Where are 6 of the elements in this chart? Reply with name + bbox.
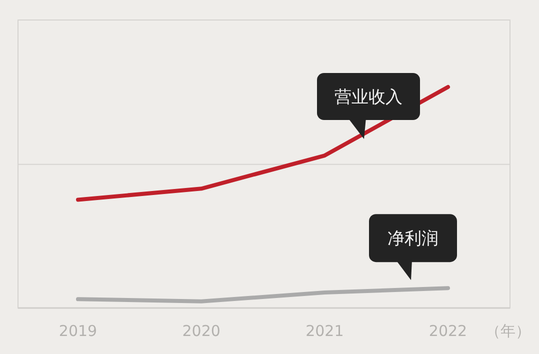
x-tick-label: 2020	[182, 322, 220, 340]
x-tick-label: 2021	[306, 322, 344, 340]
x-axis-title: （年）	[486, 322, 530, 340]
series-label: 营业收入	[334, 88, 402, 108]
x-tick-label: 2019	[58, 322, 98, 340]
x-tick-label: 2022	[428, 322, 468, 340]
